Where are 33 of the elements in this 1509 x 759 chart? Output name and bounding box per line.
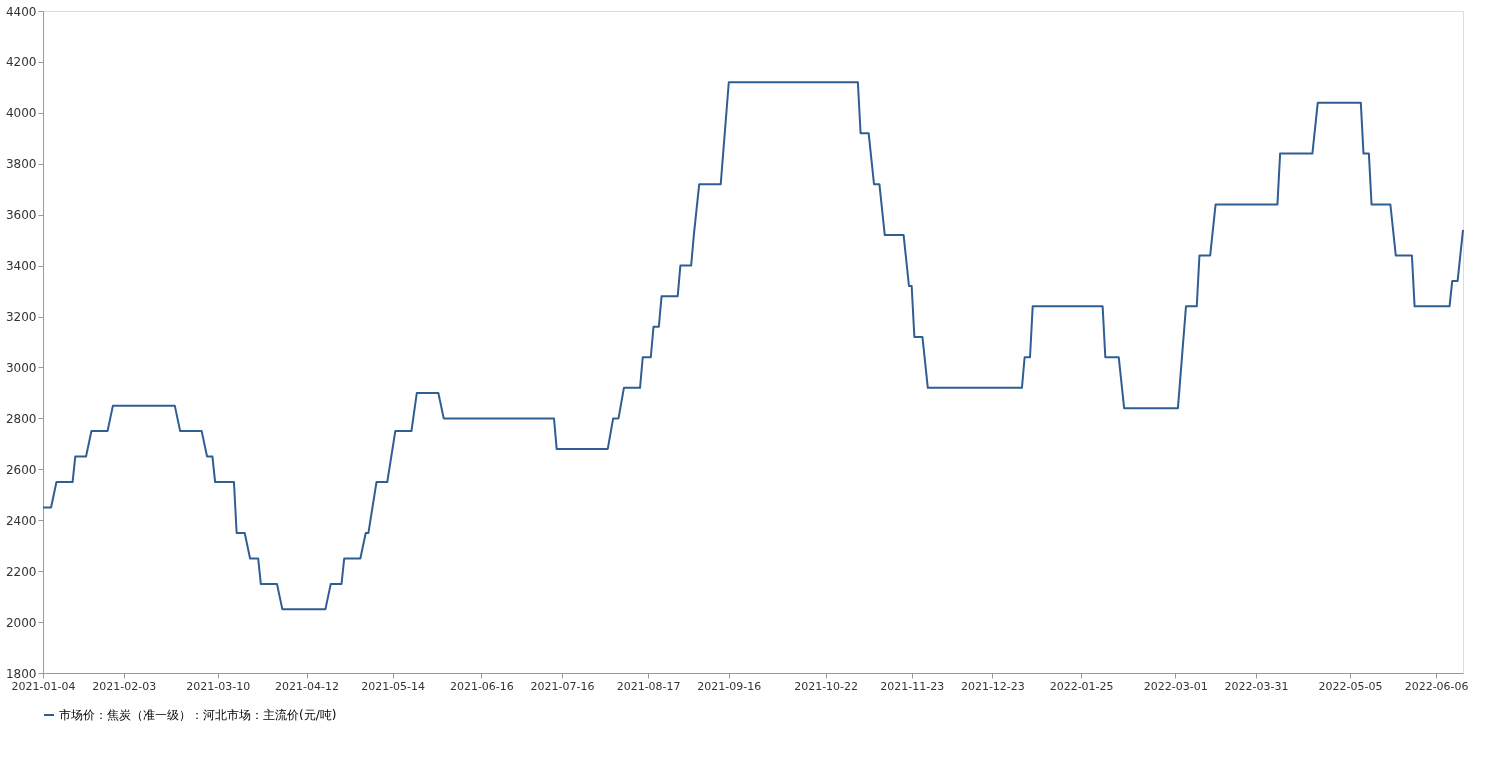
y-tick-label: 3800 [5, 157, 37, 172]
x-tick-label: 2021-04-12 [275, 679, 340, 693]
x-tick-label: 2021-12-23 [960, 679, 1025, 693]
x-tick-label: 2021-10-22 [794, 679, 859, 693]
x-tick-label: 2021-05-14 [361, 679, 426, 693]
x-tick-label: 2021-09-16 [697, 679, 762, 693]
x-tick-label: 2021-08-17 [616, 679, 681, 693]
x-tick-label: 2022-03-31 [1224, 679, 1289, 693]
x-tick-label: 2021-02-03 [92, 679, 157, 693]
y-tick-label: 4200 [5, 55, 37, 70]
y-tick-label: 1800 [5, 666, 37, 681]
y-tick-label: 3600 [5, 208, 37, 223]
x-tick-label: 2021-07-16 [530, 679, 595, 693]
y-tick-label: 2400 [5, 513, 37, 528]
x-tick-label: 2022-06-06 [1404, 679, 1469, 693]
legend-label: 市场价：焦炭（准一级）：河北市场：主流价(元/吨) [59, 708, 337, 722]
y-tick-label: 2600 [5, 462, 37, 477]
x-tick-label: 2021-03-10 [186, 679, 251, 693]
x-tick-label: 2022-03-01 [1143, 679, 1208, 693]
x-tick-label: 2021-01-04 [11, 679, 76, 693]
y-tick-label: 2000 [5, 615, 37, 630]
line-series [42, 81, 1464, 611]
y-tick-label: 4400 [5, 4, 37, 19]
x-tick-label: 2021-11-23 [880, 679, 945, 693]
y-tick-label: 3200 [5, 310, 37, 325]
x-tick-label: 2021-06-16 [449, 679, 514, 693]
y-tick-label: 3400 [5, 259, 37, 274]
x-tick-label: 2022-05-05 [1318, 679, 1383, 693]
x-tick-label: 2022-01-25 [1049, 679, 1114, 693]
y-tick-label: 2800 [5, 411, 37, 426]
y-tick-label: 2200 [5, 564, 37, 579]
y-tick-label: 3000 [5, 360, 37, 375]
y-tick-label: 4000 [5, 106, 37, 121]
